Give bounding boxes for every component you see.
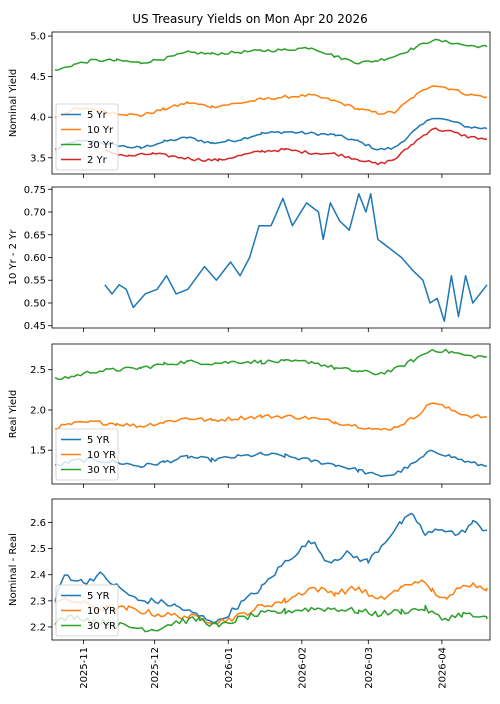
x-tick-label: 2026-01: [224, 647, 235, 689]
y-tick-label: 4.0: [30, 113, 46, 124]
y-tick-label: 0.65: [24, 230, 46, 241]
y-tick-label: 4.5: [30, 72, 46, 83]
chart-title: US Treasury Yields on Mon Apr 20 2026: [132, 12, 368, 26]
y-tick-label: 2.0: [30, 405, 46, 416]
y-tick-label: 2.2: [30, 622, 46, 633]
y-tick-label: 2.5: [30, 544, 46, 555]
series-line: [54, 402, 488, 431]
legend-label: 2 Yr: [87, 155, 108, 166]
y-axis-label: Real Yield: [8, 390, 19, 439]
legend: [55, 103, 119, 171]
panel-frame: [51, 31, 491, 175]
x-tick-label: 2026-04: [437, 647, 448, 689]
y-tick-label: 2.4: [30, 570, 46, 581]
y-tick-label: 0.75: [24, 185, 46, 196]
series-line: [54, 579, 488, 625]
y-tick-label: 3.5: [30, 153, 46, 164]
legend-label: 30 YR: [87, 465, 116, 476]
series-line: [54, 117, 488, 151]
legend-label: 5 YR: [87, 435, 110, 446]
series-line: [54, 348, 488, 381]
x-tick-label: 2026-02: [297, 647, 308, 689]
series-line: [55, 38, 488, 71]
legend-label: 10 Yr: [87, 125, 114, 136]
series-line: [54, 512, 488, 624]
series-line: [54, 449, 488, 478]
y-tick-label: 2.5: [30, 365, 46, 376]
legend-label: 30 Yr: [87, 140, 114, 151]
y-tick-label: 0.45: [24, 321, 46, 332]
series-line: [104, 127, 487, 166]
legend: [55, 584, 119, 637]
y-axis-label: Nominal - Real: [8, 533, 19, 606]
y-tick-label: 0.50: [24, 298, 46, 309]
y-tick-label: 5.0: [30, 32, 46, 43]
y-tick-label: 0.55: [24, 276, 46, 287]
panel-frame: [51, 186, 491, 329]
legend-label: 10 YR: [87, 606, 116, 617]
x-tick-label: 2025-11: [79, 647, 90, 689]
legend-label: 5 Yr: [87, 110, 108, 121]
y-axis-label: Nominal Yield: [8, 69, 19, 137]
series-line: [54, 85, 488, 119]
panel-frame: [51, 498, 491, 641]
legend: [55, 428, 119, 481]
y-tick-label: 0.70: [24, 208, 46, 219]
legend-label: 10 YR: [87, 450, 116, 461]
series-line: [104, 193, 488, 322]
x-tick-label: 2026-03: [364, 647, 375, 689]
y-tick-label: 1.5: [30, 446, 46, 457]
y-tick-label: 2.6: [30, 518, 46, 529]
legend-label: 5 YR: [87, 591, 110, 602]
y-tick-label: 2.3: [30, 596, 46, 607]
panel-frame: [51, 343, 491, 485]
y-tick-label: 0.60: [24, 253, 46, 264]
legend-label: 30 YR: [87, 621, 116, 632]
y-axis-label: 10 Yr - 2 Yr: [8, 229, 19, 286]
x-tick-label: 2025-12: [150, 647, 161, 689]
series-line: [54, 604, 488, 633]
